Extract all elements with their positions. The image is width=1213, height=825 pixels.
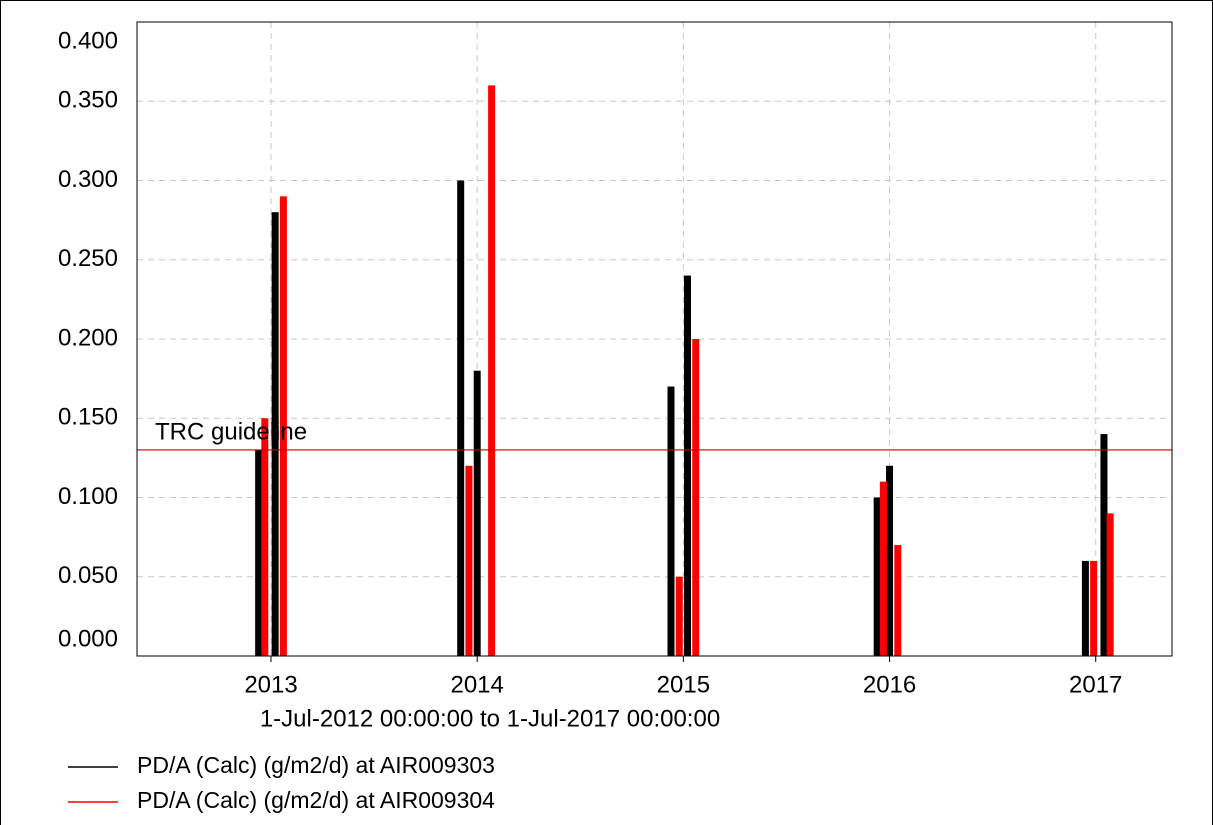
bar xyxy=(879,481,887,656)
bar xyxy=(473,370,481,656)
plot-frame xyxy=(136,21,1173,657)
y-tick-label: 0.200 xyxy=(58,324,118,351)
x-tick-label: 2015 xyxy=(657,671,710,698)
y-tick-label: 0.100 xyxy=(58,483,118,510)
y-tick-label: 0.300 xyxy=(58,166,118,193)
bar xyxy=(255,449,263,656)
bar xyxy=(886,465,894,656)
y-tick-label: 0.050 xyxy=(58,562,118,589)
bar xyxy=(271,212,279,656)
legend-label: PD/A (Calc) (g/m2/d) at AIR009304 xyxy=(137,787,495,813)
bar xyxy=(457,180,465,656)
bar xyxy=(488,85,496,656)
y-tick-label: 0.000 xyxy=(58,625,118,652)
y-tick-label: 0.350 xyxy=(58,87,118,114)
bar xyxy=(1100,434,1108,656)
x-tick-label: 2016 xyxy=(863,671,916,698)
legend: PD/A (Calc) (g/m2/d) at AIR009303 PD/A (C… xyxy=(68,752,495,813)
bar xyxy=(873,497,881,656)
bar xyxy=(1106,513,1114,656)
reference-label: TRC guideline xyxy=(155,418,307,445)
bar xyxy=(675,576,683,656)
y-tick-label: 0.400 xyxy=(58,27,118,54)
x-tick-label: 2013 xyxy=(244,671,297,698)
bar xyxy=(1081,560,1089,656)
x-tick-label: 2017 xyxy=(1069,671,1122,698)
bar xyxy=(279,196,287,656)
bar xyxy=(261,418,269,656)
bar xyxy=(465,465,473,656)
bar xyxy=(683,275,691,656)
x-axis-label: 1-Jul-2012 00:00:00 to 1-Jul-2017 00:00:… xyxy=(260,705,720,732)
y-tick-label: 0.150 xyxy=(58,404,118,431)
bar xyxy=(1090,560,1098,656)
x-tick-label: 2014 xyxy=(450,671,503,698)
legend-label: PD/A (Calc) (g/m2/d) at AIR009303 xyxy=(137,752,495,778)
bar xyxy=(894,545,902,656)
bar xyxy=(692,339,700,656)
y-tick-label: 0.250 xyxy=(58,245,118,272)
bar xyxy=(667,386,675,656)
